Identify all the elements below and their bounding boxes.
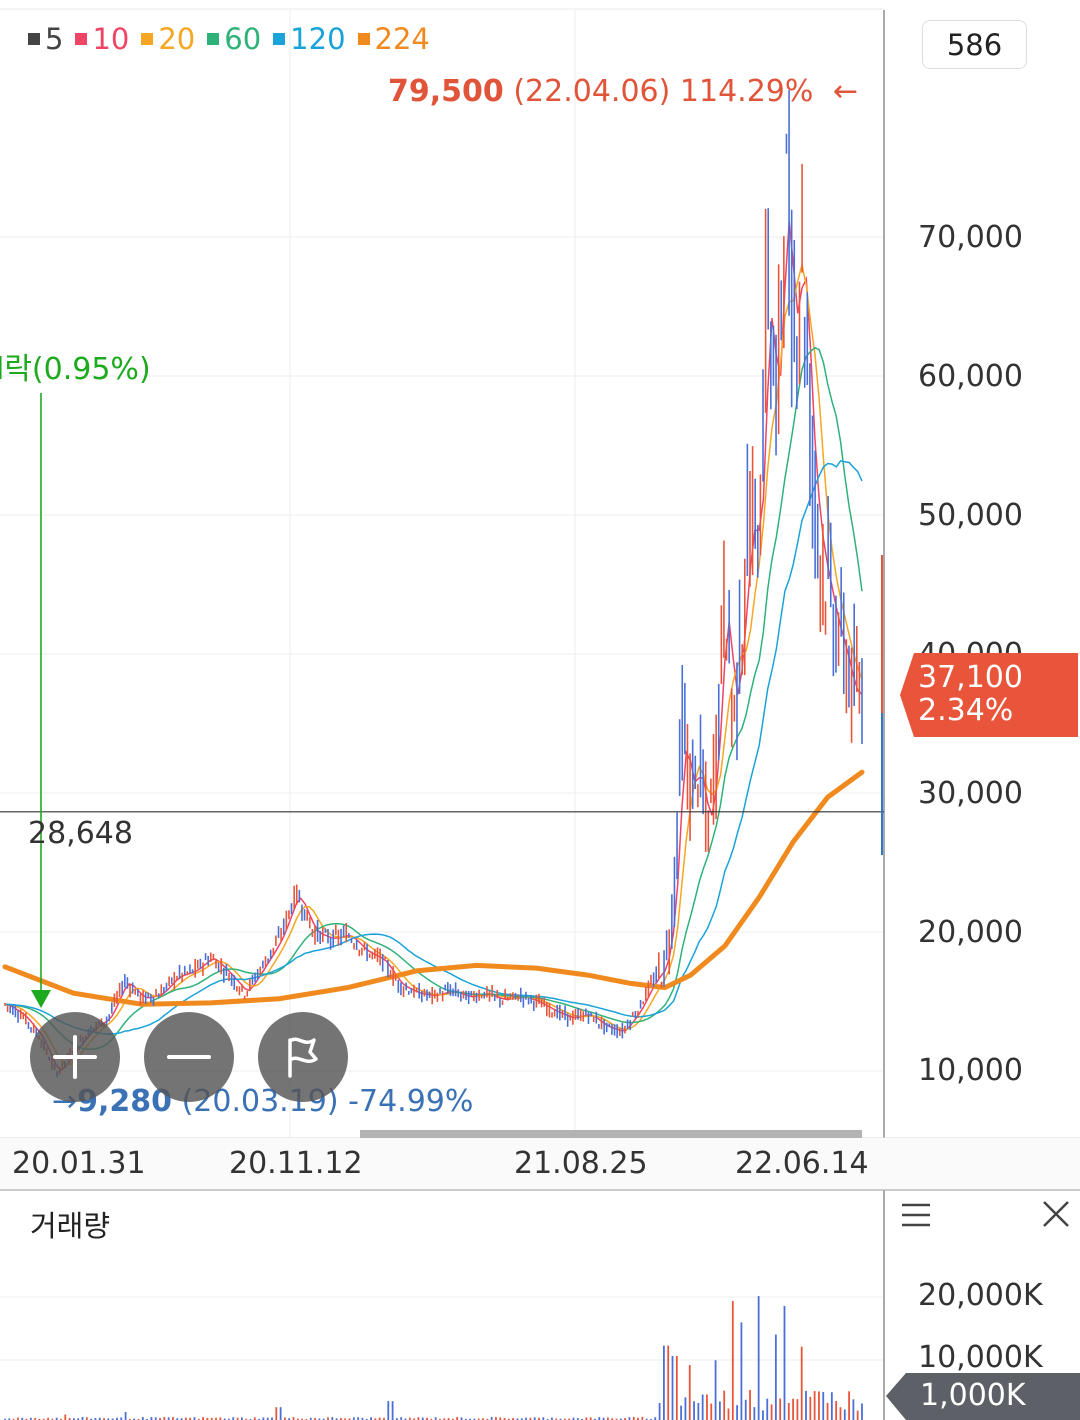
legend-item-10[interactable]: 10	[75, 22, 129, 56]
volume-tag-shape	[886, 1373, 1080, 1420]
y-tick-label: 20,000	[918, 915, 1023, 950]
legend-swatch	[28, 33, 40, 45]
price-tag-text: 37,100 2.34%	[918, 661, 1023, 727]
legend-swatch	[357, 33, 370, 45]
zoom-in-button[interactable]	[30, 1012, 120, 1102]
low-price-note: →9,280 (20.03.19) -74.99%	[52, 1084, 473, 1119]
legend-label-224: 224	[374, 22, 430, 56]
x-tick-label: 20.01.31	[12, 1146, 146, 1181]
legend-swatch	[75, 33, 88, 45]
current-price: 37,100	[918, 660, 1023, 695]
legend-item-20[interactable]: 20	[141, 22, 195, 56]
high-date: (22.04.06)	[513, 74, 671, 109]
ma60-line	[4, 346, 863, 1051]
x-tick-label: 22.06.14	[735, 1146, 869, 1181]
volume-tick-label: 10,000K	[918, 1340, 1043, 1375]
legend-swatch	[141, 33, 154, 45]
high-value: 79,500	[388, 74, 504, 109]
x-tick-label: 20.11.12	[229, 1146, 363, 1181]
volume-bars	[4, 1296, 863, 1420]
high-price-note: 79,500 (22.04.06) 114.29% ←	[388, 74, 858, 109]
legend-label-120: 120	[290, 22, 346, 56]
current-price-tag: 37,100 2.34%	[900, 653, 1078, 737]
high-pct: 114.29%	[679, 74, 814, 109]
flag-icon	[288, 1037, 318, 1078]
legend-item-60[interactable]: 60	[207, 22, 261, 56]
legend-item-120[interactable]: 120	[273, 22, 346, 56]
current-pct: 2.34%	[918, 693, 1014, 728]
zoom-out-button[interactable]	[144, 1012, 234, 1102]
x-axis-band	[0, 1138, 1080, 1190]
horizontal-line-label: 28,648	[28, 816, 133, 851]
y-tick-label: 50,000	[918, 498, 1023, 533]
candle-count-box[interactable]: 586	[922, 20, 1027, 69]
legend: 5 10 20 60 120 224	[28, 22, 430, 56]
volume-current-value: 1,000K	[920, 1378, 1026, 1413]
plus-icon	[53, 1035, 97, 1079]
price-tag-shape	[900, 653, 1078, 737]
legend-label-60: 60	[224, 22, 262, 56]
legend-item-5[interactable]: 5	[28, 22, 63, 56]
high-arrow-icon: ←	[832, 74, 859, 109]
scrollbar-track[interactable]	[360, 1130, 862, 1138]
close-icon[interactable]	[1040, 1198, 1072, 1230]
legend-label-20: 20	[158, 22, 196, 56]
markers	[31, 393, 883, 1008]
flag-button[interactable]	[258, 1012, 348, 1102]
y-tick-label: 10,000	[918, 1053, 1023, 1088]
ma224-line	[2, 769, 865, 1007]
y-tick-label: 30,000	[918, 776, 1023, 811]
volume-title: 거래량	[30, 1209, 111, 1243]
volume-tick-label: 20,000K	[918, 1278, 1043, 1313]
candle-count: 586	[946, 27, 1003, 62]
ma120-line	[4, 459, 863, 1035]
legend-swatch	[207, 33, 220, 45]
volume-current-tag: 1,000K	[886, 1373, 1080, 1420]
legend-label-10: 10	[92, 22, 130, 56]
x-tick-label: 21.08.25	[514, 1146, 648, 1181]
menu-icon[interactable]	[900, 1200, 932, 1230]
minus-icon	[167, 1055, 211, 1059]
y-tick-label: 70,000	[918, 220, 1023, 255]
legend-item-224[interactable]: 224	[357, 22, 430, 56]
legend-swatch	[273, 33, 286, 45]
candles	[4, 90, 863, 1078]
left-change-note: l락(0.95%)	[0, 352, 151, 387]
legend-label-5: 5	[45, 22, 64, 56]
y-tick-label: 60,000	[918, 359, 1023, 394]
drop-marker-arrow	[31, 990, 51, 1008]
low-pct: -74.99%	[348, 1084, 474, 1119]
